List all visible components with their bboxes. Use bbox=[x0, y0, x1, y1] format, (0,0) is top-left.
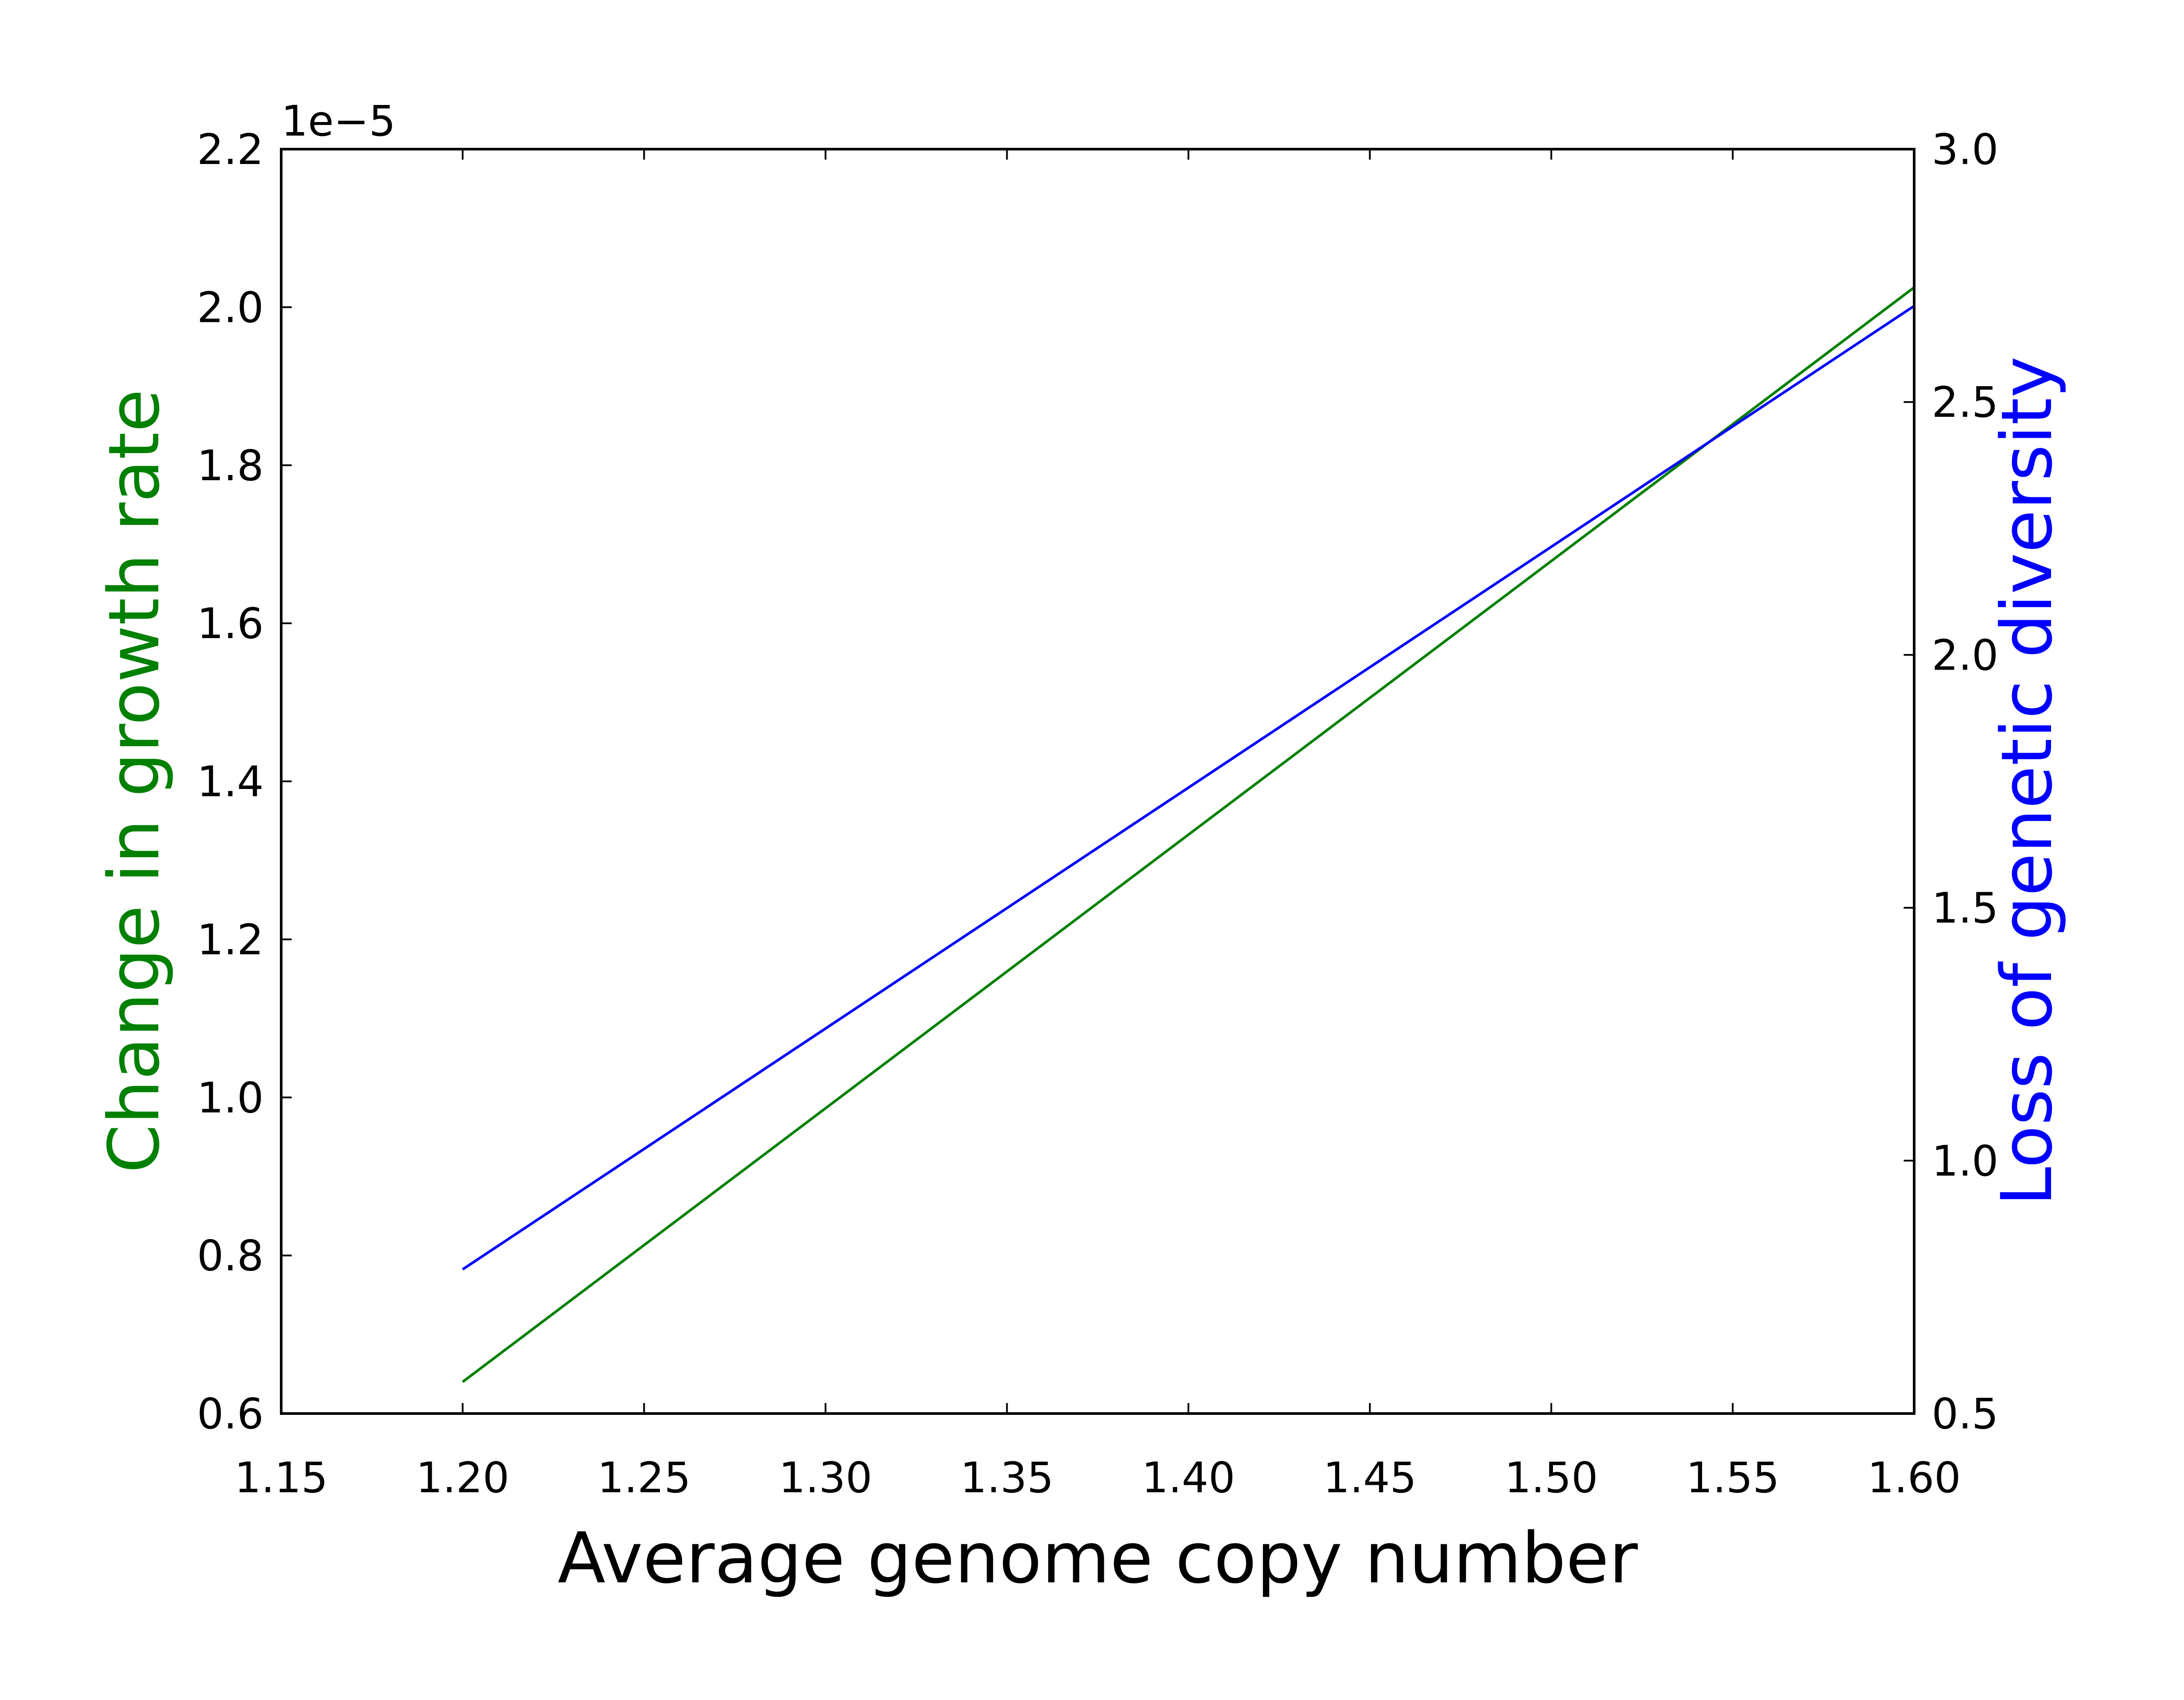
x-tick-label: 1.30 bbox=[779, 1453, 872, 1502]
y-left-tick-label: 1.4 bbox=[197, 757, 264, 806]
y-left-axis-label: Change in growth rate bbox=[93, 389, 175, 1173]
y-right-tick-label: 1.5 bbox=[1932, 884, 1999, 933]
x-tick-label: 1.50 bbox=[1504, 1453, 1598, 1502]
ticks-layer: 1.15 1.20 1.25 1.30 1.35 1.40 1.45 1.50 1.55 1.60… bbox=[197, 125, 1998, 1502]
y-right-tick-label: 2.0 bbox=[1932, 631, 1999, 680]
y-left-tick-label: 1.0 bbox=[197, 1073, 264, 1122]
y-left-tick-label: 2.0 bbox=[197, 283, 264, 332]
y-left-tick-label: 1.2 bbox=[197, 915, 264, 964]
series-line-left bbox=[462, 286, 1915, 1383]
x-tick-label: 1.40 bbox=[1142, 1453, 1235, 1502]
x-axis-label: Average genome copy number bbox=[558, 1517, 1638, 1599]
y-left-tick-label: 2.2 bbox=[197, 125, 264, 174]
y-left-offset-label: 1e−5 bbox=[281, 97, 396, 146]
y-left-tick-label: 0.6 bbox=[197, 1389, 264, 1438]
y-left-tick-label: 0.8 bbox=[197, 1232, 264, 1281]
x-tick-label: 1.20 bbox=[416, 1453, 509, 1502]
y-right-tick-label: 3.0 bbox=[1932, 125, 1999, 174]
x-tick-label: 1.45 bbox=[1323, 1453, 1416, 1502]
x-tick-label: 1.60 bbox=[1867, 1453, 1961, 1502]
x-tick-label: 1.15 bbox=[234, 1453, 328, 1502]
x-tick-label: 1.35 bbox=[960, 1453, 1054, 1502]
series-line-right bbox=[462, 305, 1915, 1271]
y-right-tick-label: 1.0 bbox=[1932, 1137, 1999, 1186]
y-left-tick-label: 1.6 bbox=[197, 599, 264, 648]
series-layer bbox=[462, 286, 1915, 1383]
y-right-axis-label: Loss of genetic diversity bbox=[1986, 356, 2068, 1206]
plot-frame bbox=[280, 148, 1915, 1415]
y-right-tick-label: 0.5 bbox=[1932, 1389, 1999, 1438]
x-tick-label: 1.55 bbox=[1686, 1453, 1779, 1502]
y-left-tick-label: 1.8 bbox=[197, 441, 264, 490]
x-tick-label: 1.25 bbox=[597, 1453, 691, 1502]
y-right-tick-label: 2.5 bbox=[1932, 378, 1999, 427]
